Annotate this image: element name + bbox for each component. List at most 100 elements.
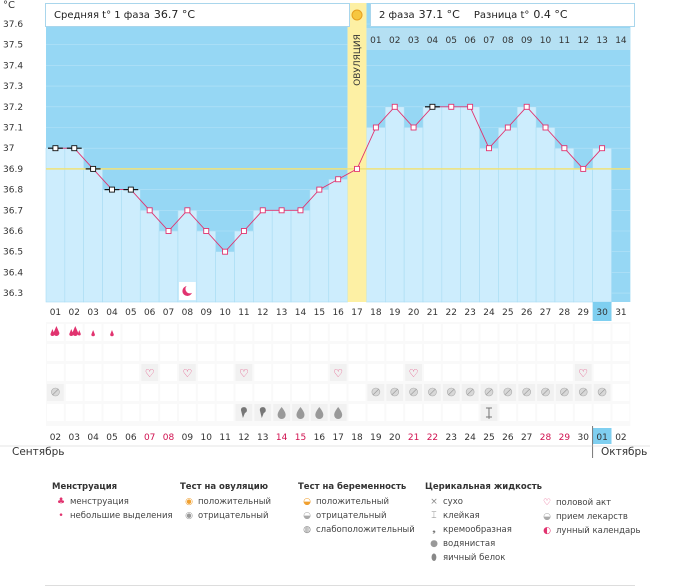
temp-bar (253, 210, 273, 303)
watery-icon (277, 407, 286, 419)
weak-pregnancy-icon: ◍ (303, 525, 311, 535)
mark-cell (122, 324, 140, 341)
mark-cell (235, 344, 253, 361)
date-label: 11 (219, 433, 230, 443)
legend-item: прием лекарств (556, 512, 628, 522)
mark-cell (405, 324, 422, 341)
pill-line (391, 388, 398, 396)
mark-cell (348, 384, 366, 401)
cycle-day-label: 10 (219, 308, 231, 318)
date-label: 05 (106, 433, 117, 443)
legend-other: ♡ половой акт ◒ прием лекарств ◐ лунный кал… (538, 496, 641, 538)
mark-cell (310, 324, 328, 341)
cycle-day-label: 15 (314, 308, 325, 318)
mark-cell (47, 404, 64, 421)
temperature-point (504, 124, 511, 131)
mark-cell (499, 404, 517, 421)
mark-cell (367, 404, 385, 421)
cycle-day-label: 04 (106, 308, 118, 318)
cycle-day-label: 05 (125, 308, 136, 318)
cycle-day-label: 22 (446, 308, 457, 318)
luteal-day-label: 04 (427, 36, 439, 46)
date-label: 16 (314, 433, 326, 443)
mark-cell (329, 384, 347, 401)
mark-cell (593, 404, 611, 421)
heart-cell (574, 364, 592, 381)
mark-cell (424, 404, 441, 421)
temperature-point (561, 145, 568, 152)
pill-icon: ◒ (543, 512, 551, 522)
mark-cell (84, 404, 102, 421)
mark-cell (84, 364, 102, 381)
mark-cell (612, 344, 630, 361)
legend-item: положительный (198, 497, 271, 507)
mark-cell (310, 344, 328, 361)
y-tick-label: 37.3 (3, 82, 23, 92)
pill-line (504, 388, 512, 396)
mark-cell (141, 344, 159, 361)
legend-item: половой акт (556, 498, 612, 508)
mark-cell (235, 324, 253, 341)
mark-cell (612, 384, 630, 401)
mark-cell (518, 404, 536, 421)
mark-cell (518, 364, 536, 381)
mark-cell (216, 344, 234, 361)
mark-cell (178, 384, 196, 401)
legend-pregnancy-title: Тест на беременность (298, 482, 407, 492)
phase2-value: 37.1 °C (418, 8, 460, 21)
temp-bar (535, 127, 556, 303)
mark-cell (555, 344, 573, 361)
date-label: 03 (69, 433, 80, 443)
heart-icon: ♡ (145, 367, 155, 380)
luteal-day-label: 09 (521, 36, 533, 46)
date-label: 23 (446, 433, 457, 443)
mark-cell (612, 364, 630, 381)
y-tick-label: 37.1 (3, 124, 23, 134)
legend-item: сухо (443, 497, 463, 507)
mark-cell (367, 344, 385, 361)
date-label: 29 (559, 433, 571, 443)
mark-cell (424, 364, 441, 381)
creamy-icon (259, 407, 266, 418)
temp-bar (460, 106, 480, 303)
mark-cell (329, 344, 347, 361)
mark-cell (122, 384, 140, 401)
mark-cell (84, 344, 102, 361)
cycle-day-label: 20 (408, 308, 420, 318)
legend-item: клейкая (443, 511, 480, 521)
temperature-point (486, 145, 492, 152)
pill-line (485, 388, 493, 396)
y-tick-label: 36.3 (3, 289, 23, 299)
ovulation-sun-icon (351, 9, 363, 21)
cycle-day-label: 07 (163, 308, 174, 318)
mark-cell (160, 364, 177, 381)
legend-menstruation: Менструация ♣ менструация • небольшие выде… (52, 482, 173, 523)
luteal-day-label: 12 (577, 36, 588, 46)
mark-cell (292, 344, 309, 361)
temp-bar (196, 230, 216, 303)
pill-line (542, 388, 549, 396)
mark-cell (122, 344, 140, 361)
spotting-drop-icon (77, 330, 81, 336)
spotting-drop-icon (91, 330, 95, 337)
temperature-point (52, 145, 59, 152)
legend-item: положительный (316, 497, 389, 507)
temperature-point (259, 207, 266, 214)
pill-line (523, 388, 530, 396)
temp-bar (45, 147, 66, 303)
mark-cell (329, 324, 347, 341)
mark-cell (65, 364, 83, 381)
legend-cervical: Церикальная жидкость × сухо ⌶ клейкая ❟ кре… (425, 482, 542, 565)
mark-cell (292, 324, 309, 341)
mark-cell (216, 404, 234, 421)
legend-cervical-title: Церикальная жидкость (425, 482, 543, 492)
sticky-icon: ⌶ (431, 511, 437, 521)
temp-bar (215, 251, 235, 303)
mark-cell (122, 404, 140, 421)
temperature-point (335, 176, 342, 183)
y-tick-label: 37.5 (3, 41, 23, 51)
negative-pregnancy-icon: ◒ (303, 511, 311, 521)
temperature-point (184, 207, 191, 214)
temp-bar (554, 147, 575, 303)
